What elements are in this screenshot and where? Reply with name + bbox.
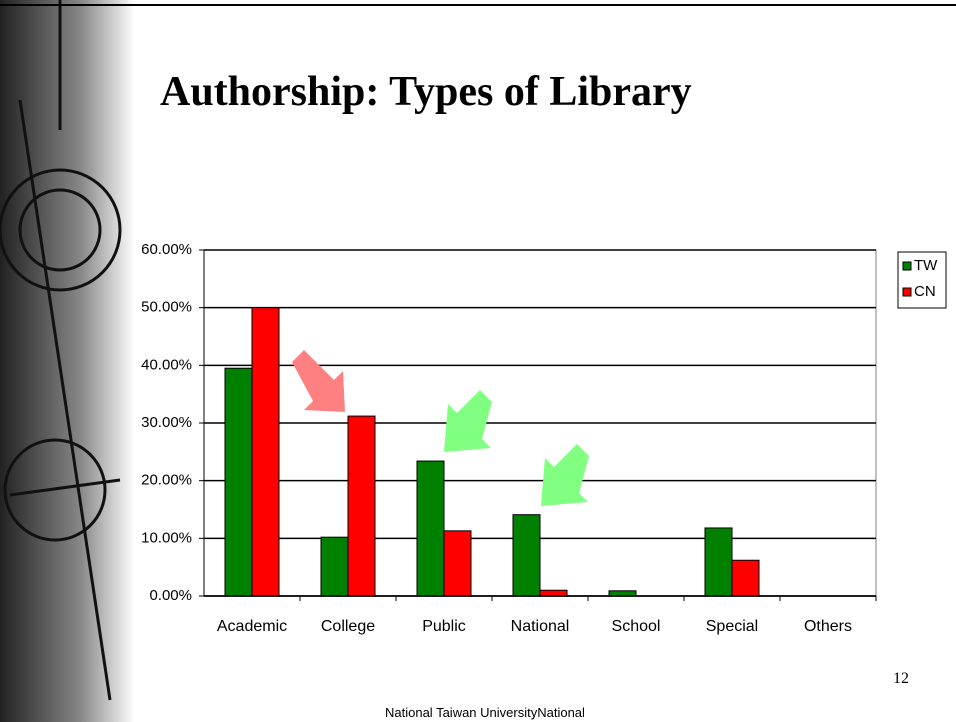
decoration-drawing (0, 0, 122, 701)
bar (704, 527, 733, 597)
y-tick-label: 40.00% (141, 356, 192, 373)
bar (320, 536, 349, 597)
x-tick-label: National (511, 618, 570, 635)
bar (731, 559, 760, 597)
arrow (444, 390, 492, 452)
legend-swatch (902, 261, 912, 271)
bar (347, 415, 376, 597)
arrow (541, 444, 589, 506)
y-tick-label: 10.00% (141, 529, 192, 546)
y-tick-label: 0.00% (149, 587, 192, 604)
legend-swatch (902, 287, 912, 297)
bar (512, 514, 541, 597)
x-tick-label: Academic (217, 618, 287, 635)
x-tick-label: School (612, 618, 661, 635)
bar (608, 590, 637, 597)
footer: National Taiwan UniversityNational (385, 705, 585, 720)
page-number: 12 (893, 670, 909, 687)
legend-label: TW (914, 257, 938, 274)
bar (416, 460, 445, 597)
legend-box (897, 251, 947, 309)
x-tick-label: Others (804, 618, 852, 635)
legend-label: CN (914, 283, 936, 300)
bar (224, 367, 253, 597)
y-tick-label: 30.00% (141, 414, 192, 431)
bar (443, 530, 472, 597)
y-tick-label: 50.00% (141, 299, 192, 316)
x-tick-label: College (321, 618, 375, 635)
x-tick-label: Public (422, 618, 466, 635)
x-tick-label: Special (706, 618, 758, 635)
title: Authorship: Types of Library (160, 69, 692, 115)
arrow (292, 350, 345, 412)
y-tick-label: 20.00% (141, 472, 192, 489)
bar (251, 307, 280, 597)
chart: 0.00% 10.00% 20.00% 30.00% 40.00% 50.00% 60.00… (141, 241, 947, 635)
y-tick-label: 60.00% (141, 241, 192, 258)
bar (539, 589, 568, 597)
